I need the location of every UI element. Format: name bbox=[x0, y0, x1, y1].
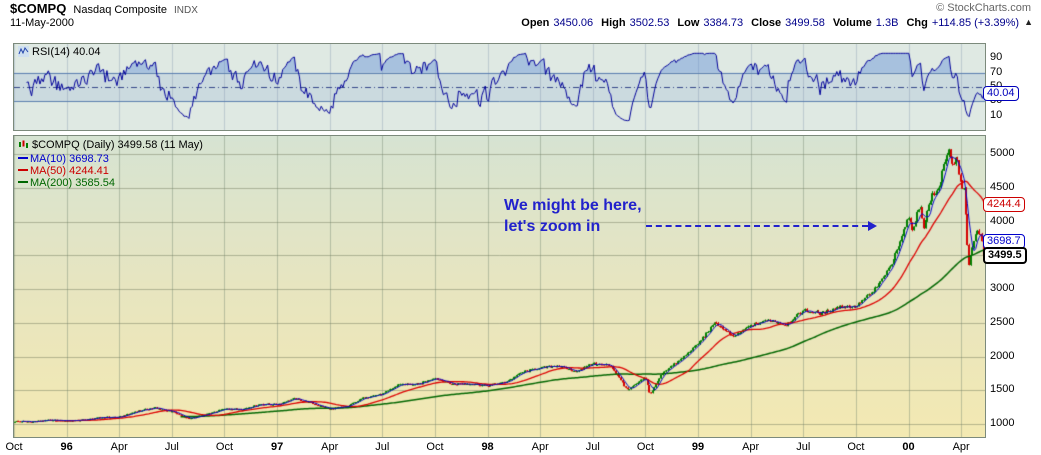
quote-label: Low bbox=[677, 17, 700, 29]
x-axis-label: Jul bbox=[375, 441, 390, 453]
x-axis-label: Oct bbox=[5, 441, 23, 453]
price-axis-label: 3000 bbox=[990, 282, 1015, 295]
price-axis-label: 2000 bbox=[990, 349, 1015, 362]
x-axis-label: Jul bbox=[585, 441, 600, 453]
quote-value: 3450.06 bbox=[553, 17, 594, 29]
price-value-badge: 4244.4 bbox=[983, 197, 1025, 213]
x-axis-label: Oct bbox=[636, 441, 654, 453]
rsi-chart-canvas bbox=[13, 43, 986, 131]
ma-legend-label: MA(200) 3585.54 bbox=[30, 177, 115, 189]
x-axis-label: Apr bbox=[321, 441, 339, 453]
rsi-axis-label: 70 bbox=[990, 65, 1003, 78]
quote-value: 3499.58 bbox=[785, 17, 825, 29]
price-value-badge: 3499.5 bbox=[983, 247, 1027, 265]
x-axis-label: 00 bbox=[902, 441, 915, 453]
x-axis-label: Apr bbox=[742, 441, 760, 453]
rsi-value-badge: 40.04 bbox=[983, 86, 1019, 102]
price-axis-label: 2500 bbox=[990, 315, 1015, 328]
x-axis-label: Oct bbox=[215, 441, 234, 453]
x-axis-label: 97 bbox=[270, 441, 284, 453]
quote-value: +114.85 (+3.39%) bbox=[931, 17, 1020, 29]
quote-value: 1.3B bbox=[875, 17, 899, 29]
quote-value: 3384.73 bbox=[703, 17, 744, 29]
x-axis-label: 98 bbox=[481, 441, 494, 453]
annotation-line1: We might be here, bbox=[504, 197, 642, 214]
x-axis-label: Apr bbox=[952, 441, 970, 453]
price-title: $COMPQ (Daily) 3499.58 (11 May) bbox=[32, 139, 203, 151]
ma-legend-label: MA(50) 4244.41 bbox=[30, 165, 109, 177]
exchange-tag: INDX bbox=[174, 5, 198, 16]
rsi-axis-label: 90 bbox=[990, 51, 1003, 64]
ma-legend: MA(10) 3698.73 MA(50) 4244.41 MA(200) 3585… bbox=[18, 153, 115, 189]
quote-label: High bbox=[601, 17, 626, 29]
chart-date: 11-May-2000 bbox=[10, 17, 74, 29]
annotation-arrow-line bbox=[646, 225, 868, 227]
x-axis-label: Apr bbox=[531, 441, 549, 453]
annotation: We might be here, let's zoom in bbox=[504, 195, 642, 237]
quote-label: Chg bbox=[906, 17, 928, 29]
ma-dash-icon bbox=[18, 169, 28, 171]
price-chart-canvas bbox=[13, 135, 986, 438]
ma-legend-label: MA(10) 3698.73 bbox=[30, 153, 109, 165]
price-axis-label: 5000 bbox=[990, 147, 1015, 160]
x-axis-label: 96 bbox=[60, 441, 73, 453]
rsi-label-row: RSI(14) 40.04 bbox=[18, 46, 100, 58]
price-axis-label: 4500 bbox=[990, 180, 1015, 193]
direction-up-icon: ▲ bbox=[1024, 17, 1033, 27]
price-panel-icon bbox=[19, 140, 28, 148]
annotation-line2: let's zoom in bbox=[504, 218, 601, 235]
x-axis-label: Oct bbox=[426, 441, 444, 453]
x-axis-label: Oct bbox=[847, 441, 865, 453]
rsi-label: RSI(14) 40.04 bbox=[32, 46, 101, 58]
price-axis-label: 1000 bbox=[990, 417, 1015, 430]
ma-legend-item: MA(200) 3585.54 bbox=[18, 177, 115, 189]
x-axis-label: Jul bbox=[796, 441, 811, 453]
price-axis-label: 4000 bbox=[990, 214, 1015, 227]
price-value-badge: 3698.7 bbox=[983, 234, 1025, 250]
ma-legend-item: MA(50) 4244.41 bbox=[18, 165, 115, 177]
x-axis-label: 99 bbox=[691, 441, 705, 453]
quote-row: Open 3450.06 High 3502.53 Low 3384.73 Close 349… bbox=[521, 17, 1033, 29]
credit: © StockCharts.com bbox=[936, 2, 1031, 14]
x-axis-label: Jul bbox=[164, 441, 179, 453]
price-axis-label: 1500 bbox=[990, 383, 1015, 396]
symbol-name: Nasdaq Composite bbox=[73, 4, 167, 16]
header-line1: $COMPQ Nasdaq Composite INDX bbox=[10, 1, 198, 16]
quote-value: 3502.53 bbox=[629, 17, 670, 29]
quote-label: Close bbox=[751, 17, 782, 29]
ma-dash-icon bbox=[18, 157, 28, 159]
rsi-axis-label: 10 bbox=[990, 108, 1003, 121]
quote-label: Open bbox=[521, 17, 550, 29]
rsi-panel-icon bbox=[18, 46, 29, 57]
ma-dash-icon bbox=[18, 181, 28, 183]
annotation-arrow-head bbox=[868, 221, 877, 231]
ma-legend-item: MA(10) 3698.73 bbox=[18, 153, 115, 165]
symbol: $COMPQ bbox=[10, 1, 67, 16]
x-axis-label: Apr bbox=[110, 441, 128, 453]
quote-label: Volume bbox=[832, 17, 872, 29]
price-title-row: $COMPQ (Daily) 3499.58 (11 May) bbox=[18, 139, 203, 151]
